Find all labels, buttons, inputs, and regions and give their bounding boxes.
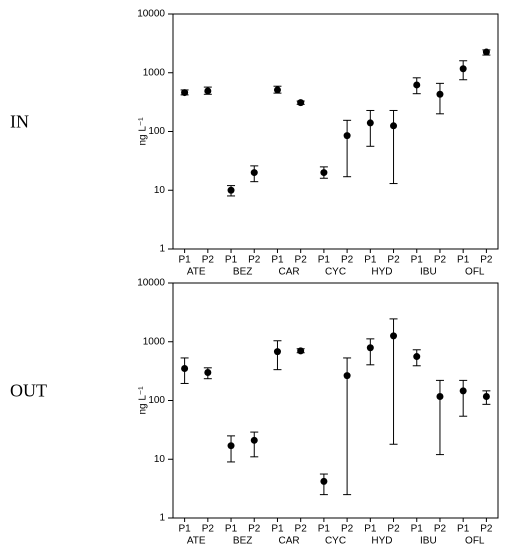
point	[413, 353, 421, 361]
x-tick-label: P2	[387, 255, 400, 266]
x-tick-label: P1	[318, 255, 331, 266]
point	[320, 169, 328, 177]
x-tick-label: P2	[341, 255, 354, 266]
panel-label: OUT	[10, 381, 47, 401]
point	[227, 442, 235, 450]
point	[273, 86, 281, 94]
point	[366, 119, 374, 127]
point	[366, 344, 374, 352]
x-tick-label: P1	[364, 255, 377, 266]
point	[227, 186, 235, 194]
x-tick-label: P2	[434, 524, 447, 535]
y-axis-label: ng L⁻¹	[138, 386, 149, 415]
x-tick-label: P2	[248, 524, 261, 535]
x-tick-label: P1	[178, 255, 191, 266]
y-tick-label: 1000	[143, 336, 166, 347]
x-tick-label: P1	[457, 255, 470, 266]
y-tick-label: 100	[148, 126, 165, 137]
group-label: HYD	[371, 536, 392, 547]
x-tick-label: P2	[341, 524, 354, 535]
y-tick-label: 1	[159, 513, 165, 524]
group-label: OFL	[465, 536, 485, 547]
point	[250, 436, 258, 444]
point	[181, 365, 189, 373]
x-tick-label: P1	[411, 524, 424, 535]
x-tick-label: P2	[480, 524, 493, 535]
x-tick-label: P1	[178, 524, 191, 535]
x-tick-label: P1	[271, 524, 284, 535]
group-label: CYC	[325, 536, 346, 547]
point	[343, 132, 351, 140]
x-tick-label: P2	[202, 524, 215, 535]
x-tick-label: P1	[318, 524, 331, 535]
plot-frame	[172, 282, 499, 519]
point	[343, 372, 351, 380]
x-tick-label: P2	[387, 524, 400, 535]
panel-label: IN	[10, 112, 29, 132]
y-tick-label: 1000	[143, 67, 166, 78]
group-label: ATE	[187, 267, 206, 278]
group-label: OFL	[465, 267, 485, 278]
point	[320, 477, 328, 485]
point	[436, 90, 444, 98]
y-tick-label: 10000	[137, 278, 165, 289]
x-tick-label: P1	[411, 255, 424, 266]
point	[204, 87, 212, 95]
plot-frame	[172, 13, 499, 250]
group-label: CAR	[279, 267, 300, 278]
point	[273, 348, 281, 356]
x-tick-label: P1	[225, 255, 238, 266]
group-label: IBU	[420, 536, 437, 547]
x-tick-label: P2	[295, 524, 308, 535]
point	[390, 332, 398, 340]
point	[459, 65, 467, 73]
point	[297, 347, 305, 355]
x-tick-label: P2	[434, 255, 447, 266]
x-tick-label: P1	[457, 524, 470, 535]
group-label: HYD	[371, 267, 392, 278]
x-tick-label: P1	[364, 524, 377, 535]
y-axis-label: ng L⁻¹	[138, 117, 149, 146]
point	[250, 169, 258, 177]
group-label: BEZ	[233, 267, 252, 278]
x-tick-label: P1	[271, 255, 284, 266]
point	[297, 99, 305, 107]
x-tick-label: P2	[248, 255, 261, 266]
point	[482, 392, 490, 400]
point	[459, 387, 467, 395]
group-label: CYC	[325, 267, 346, 278]
group-label: CAR	[279, 536, 300, 547]
group-label: ATE	[187, 536, 206, 547]
group-label: BEZ	[233, 536, 252, 547]
x-tick-label: P2	[480, 255, 493, 266]
y-tick-label: 10000	[137, 9, 165, 20]
point	[390, 122, 398, 130]
point	[482, 48, 490, 56]
x-tick-label: P2	[295, 255, 308, 266]
point	[204, 368, 212, 376]
x-tick-label: P1	[225, 524, 238, 535]
x-tick-label: P2	[202, 255, 215, 266]
y-tick-label: 10	[154, 454, 166, 465]
y-tick-label: 100	[148, 395, 165, 406]
y-tick-label: 1	[159, 244, 165, 255]
point	[181, 89, 189, 97]
y-tick-label: 10	[154, 185, 166, 196]
point	[413, 81, 421, 89]
group-label: IBU	[420, 267, 437, 278]
point	[436, 392, 444, 400]
